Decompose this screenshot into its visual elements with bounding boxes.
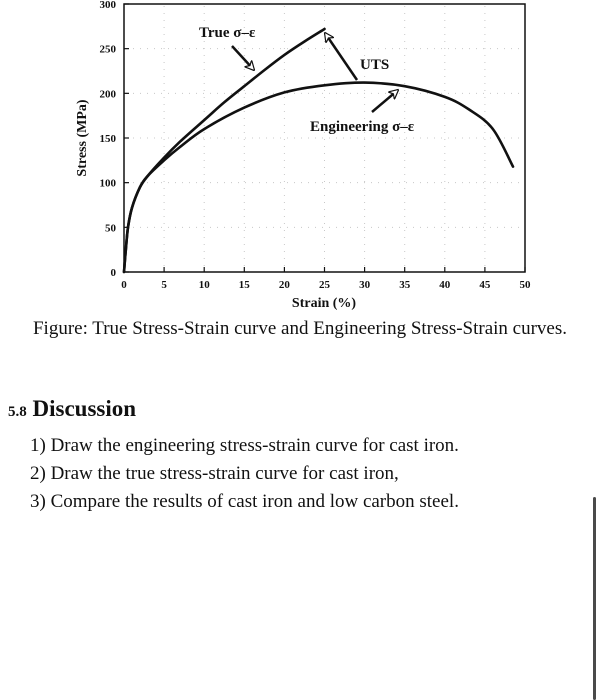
annotation-engineering: Engineering σ–ε [310,119,415,135]
x-tick-label: 50 [520,279,532,291]
y-axis-label: Stress (MPa) [75,99,90,176]
series-true-line [122,27,326,274]
annotation-true: True σ–ε [199,25,256,41]
x-tick-label: 5 [161,279,167,291]
discussion-item: 1) Draw the engineering stress-strain cu… [30,435,459,456]
y-tick-label: 300 [100,0,117,11]
y-tick-label: 100 [100,178,117,190]
x-tick-label: 20 [279,279,291,291]
x-tick-label: 40 [439,279,451,291]
section-number: 5.8 [8,404,27,420]
section-title: Discussion [32,396,137,421]
section-heading: 5.8 Discussion [8,396,136,422]
x-tick-label: 35 [399,279,411,291]
annotation-uts-arrow [325,33,359,81]
x-tick-label: 30 [359,279,371,291]
annotation-uts: UTS [360,57,389,73]
scrollbar[interactable] [593,497,596,700]
y-tick-label: 200 [100,88,117,100]
stress-strain-chart: 0 5 10 15 20 25 30 35 40 45 50 0 50 100 150 200 250 300 T… [75,0,532,311]
annotation-true-arrow [231,45,254,70]
discussion-list: 1) Draw the engineering stress-strain cu… [30,432,459,516]
annotation-engineering-arrow [371,90,398,113]
discussion-item: 2) Draw the true stress-strain curve for… [30,463,399,484]
x-tick-label: 45 [479,279,491,291]
x-tick-label: 10 [199,279,211,291]
figure-caption: Figure: True Stress-Strain curve and Eng… [32,318,568,339]
x-axis-label: Strain (%) [292,296,357,311]
y-tick-label: 0 [111,267,117,279]
discussion-item: 3) Compare the results of cast iron and … [30,491,459,512]
y-tick-label: 150 [100,133,117,145]
series-engineering-line [122,81,515,274]
y-tick-label: 50 [105,222,117,234]
x-tick-label: 0 [121,279,127,291]
y-tick-label: 250 [100,44,117,56]
x-tick-label: 25 [319,279,331,291]
x-tick-label: 15 [239,279,251,291]
